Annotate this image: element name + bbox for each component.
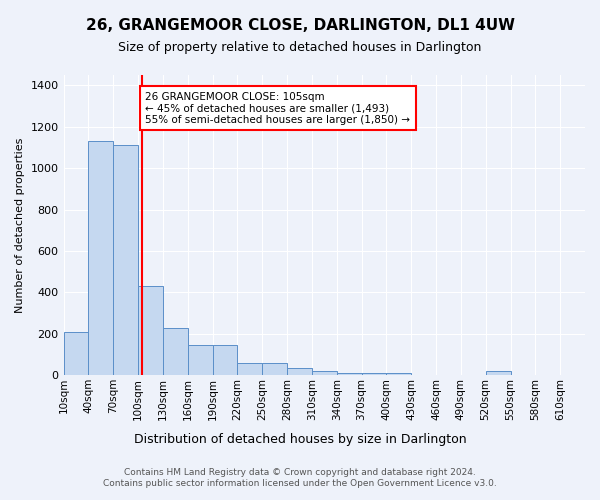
Bar [212,345,238,375]
Bar [485,371,511,375]
Text: 26 GRANGEMOOR CLOSE: 105sqm
← 45% of detached houses are smaller (1,493)
55% of : 26 GRANGEMOOR CLOSE: 105sqm ← 45% of det… [145,92,410,125]
Y-axis label: Number of detached properties: Number of detached properties [15,138,25,313]
Text: Contains HM Land Registry data © Crown copyright and database right 2024.
Contai: Contains HM Land Registry data © Crown c… [103,468,497,487]
Bar [88,142,113,375]
Bar [262,363,287,375]
Text: Distribution of detached houses by size in Darlington: Distribution of detached houses by size … [134,432,466,446]
Bar [362,372,386,375]
Bar [337,372,362,375]
Text: Size of property relative to detached houses in Darlington: Size of property relative to detached ho… [118,41,482,54]
Bar [312,371,337,375]
Bar [386,372,411,375]
Bar [113,146,138,375]
Bar [238,363,262,375]
Bar [64,332,88,375]
Bar [287,368,312,375]
Bar [188,345,212,375]
Bar [163,328,188,375]
Bar [138,286,163,375]
Text: 26, GRANGEMOOR CLOSE, DARLINGTON, DL1 4UW: 26, GRANGEMOOR CLOSE, DARLINGTON, DL1 4U… [86,18,515,32]
